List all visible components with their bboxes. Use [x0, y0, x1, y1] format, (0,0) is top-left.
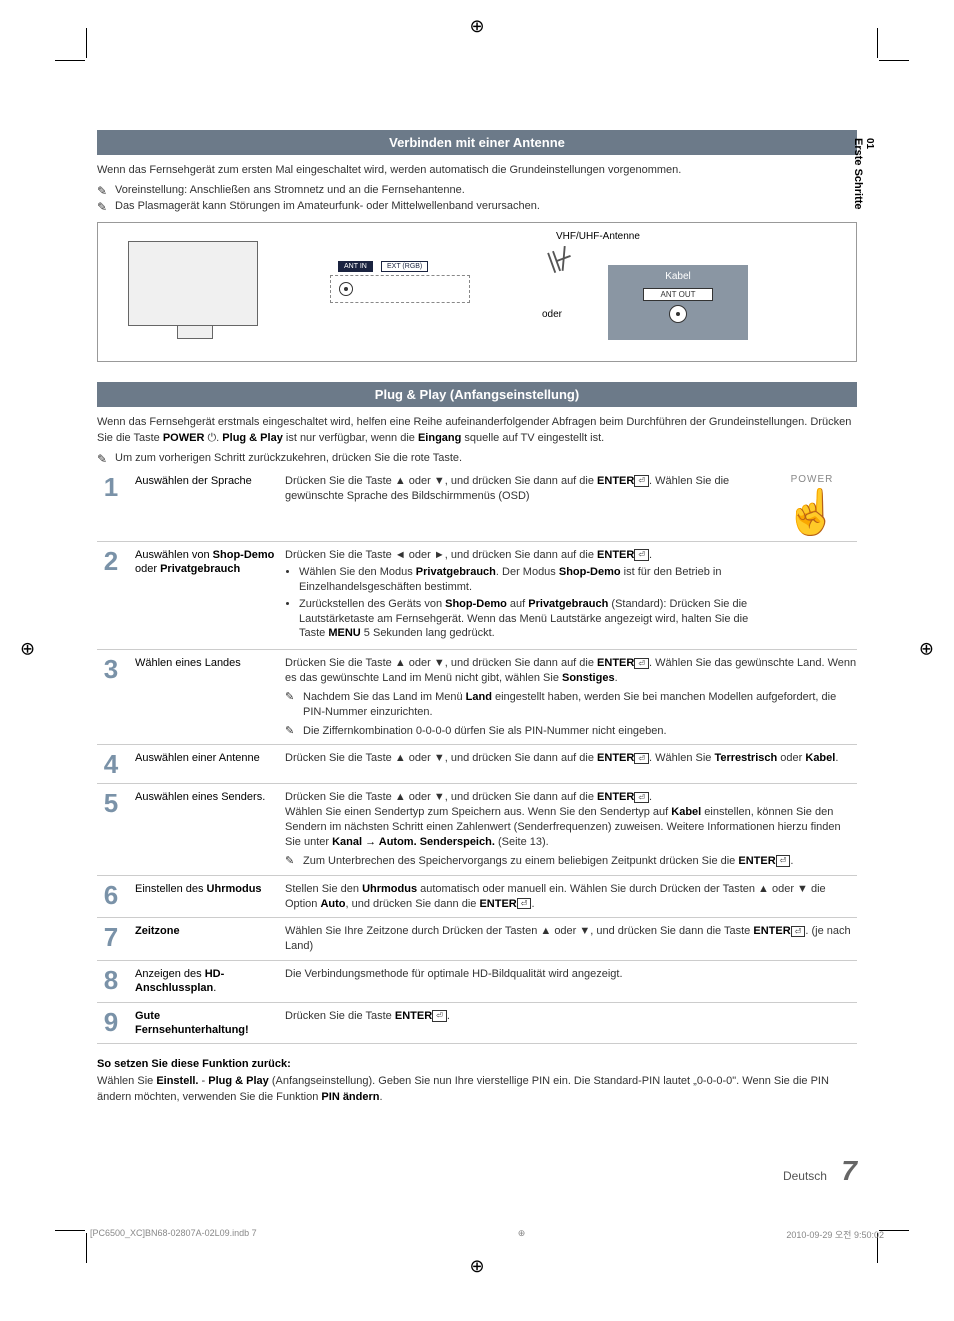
page-content: 01 Erste Schritte Verbinden mit einer An…: [97, 130, 857, 1187]
ant-in-label: ANT IN: [338, 261, 373, 272]
register-mark-right: ⊕: [919, 638, 934, 659]
step-number: 6: [97, 882, 125, 912]
step-title: Zeitzone: [135, 924, 275, 954]
cable-box: Kabel ANT OUT: [608, 265, 748, 340]
note-text: Voreinstellung: Anschließen ans Stromnet…: [115, 184, 465, 196]
step-title: Einstellen des Uhrmodus: [135, 882, 275, 912]
note-icon: ✎: [97, 184, 107, 198]
step-number: 5: [97, 790, 125, 868]
step-row: 1Auswählen der SpracheDrücken Sie die Ta…: [97, 468, 857, 542]
crop-mark: [55, 1230, 85, 1231]
crop-mark: [877, 28, 878, 58]
step-title: Auswählen der Sprache: [135, 474, 275, 535]
print-file: [PC6500_XC]BN68-02807A-02L09.indb 7: [90, 1228, 257, 1241]
step-body: Drücken Sie die Taste ▲ oder ▼, und drüc…: [285, 790, 857, 868]
side-tab-num: 01: [864, 138, 875, 204]
oder-label: oder: [542, 309, 562, 320]
step-number: 4: [97, 751, 125, 777]
step-title: Wählen eines Landes: [135, 656, 275, 738]
crop-mark: [879, 60, 909, 61]
power-column: POWER ☝: [767, 474, 857, 535]
step-number: 3: [97, 656, 125, 738]
note-line: ✎ Das Plasmagerät kann Störungen im Amat…: [97, 200, 857, 212]
step-body: Die Verbindungsmethode für optimale HD-B…: [285, 967, 857, 996]
section-header-plugplay: Plug & Play (Anfangseinstellung): [97, 382, 857, 407]
step-row: 6 Einstellen des Uhrmodus Stellen Sie den …: [97, 876, 857, 919]
page-footer: Deutsch 7: [97, 1155, 857, 1187]
step-row: 2Auswählen von Shop-Demo oder Privatgebr…: [97, 542, 857, 650]
step-title: Auswählen eines Senders.: [135, 790, 275, 868]
note-text: Um zum vorherigen Schritt zurückzukehren…: [115, 452, 462, 464]
step-body: Drücken Sie die Taste ▲ oder ▼, und drüc…: [285, 751, 857, 777]
step-body: Drücken Sie die Taste ▲ oder ▼, und drüc…: [285, 656, 857, 738]
power-label: POWER: [767, 474, 857, 485]
footer-page-number: 7: [841, 1155, 857, 1186]
step-number: 2: [97, 548, 125, 643]
step-number: 7: [97, 924, 125, 954]
register-mark-left: ⊕: [20, 638, 35, 659]
register-mark-bottom: ⊕: [469, 1256, 484, 1277]
power-glyph: ⏻: [207, 432, 216, 444]
step-title: Gute Fernsehunterhaltung!: [135, 1009, 275, 1038]
power-column-spacer: [767, 548, 857, 643]
text: ist nur verfügbar, wenn die: [283, 432, 418, 444]
coax-icon: [669, 305, 687, 323]
coax-icon: [339, 282, 353, 296]
register-mark-top: ⊕: [469, 16, 484, 37]
step-number: 9: [97, 1009, 125, 1038]
section-header-antenna: Verbinden mit einer Antenne: [97, 130, 857, 155]
ant-out-label: ANT OUT: [643, 288, 713, 301]
step-row: 3Wählen eines LandesDrücken Sie die Tast…: [97, 650, 857, 745]
plugplay-intro: Wenn das Fernsehgerät erstmals eingescha…: [97, 415, 857, 446]
antenna-icon: ⊮: [543, 240, 580, 282]
step-title: Auswählen einer Antenne: [135, 751, 275, 777]
text-bold: POWER: [163, 432, 205, 444]
side-tab-label: Erste Schritte: [852, 138, 864, 210]
register-mark-bottom-center: ⊕: [518, 1228, 526, 1241]
note-icon: ✎: [97, 200, 107, 214]
print-timestamp: 2010-09-29 오전 9:50:02: [786, 1228, 884, 1241]
note-line: ✎ Voreinstellung: Anschließen ans Stromn…: [97, 184, 857, 196]
power-hand-icon: ☝: [767, 491, 857, 535]
crop-mark: [55, 60, 85, 61]
ext-label: EXT (RGB): [381, 261, 428, 272]
step-title: Auswählen von Shop-Demo oder Privatgebra…: [135, 548, 275, 643]
note-text: Das Plasmagerät kann Störungen im Amateu…: [115, 200, 540, 212]
note-icon: ✎: [97, 452, 107, 466]
step-row: 9 Gute Fernsehunterhaltung! Drücken Sie di…: [97, 1003, 857, 1045]
step-body: Drücken Sie die Taste ◄ oder ►, und drüc…: [285, 548, 757, 643]
print-footer: [PC6500_XC]BN68-02807A-02L09.indb 7 ⊕ 20…: [90, 1228, 884, 1241]
text-bold: Plug & Play: [222, 432, 283, 444]
step-row: 8 Anzeigen des HD-Anschlussplan. Die Verbi…: [97, 961, 857, 1003]
crop-mark: [86, 28, 87, 58]
vhf-label: VHF/UHF-Antenne: [556, 231, 640, 242]
steps-table: 1Auswählen der SpracheDrücken Sie die Ta…: [97, 468, 857, 1044]
step-number: 1: [97, 474, 125, 535]
crop-mark: [86, 1233, 87, 1263]
connector-panel: [330, 275, 470, 303]
note-line: ✎ Um zum vorherigen Schritt zurückzukehr…: [97, 452, 857, 464]
step-number: 8: [97, 967, 125, 996]
reset-body: Wählen Sie Einstell. - Plug & Play (Anfa…: [97, 1074, 857, 1105]
text-bold: Eingang: [418, 432, 461, 444]
step-body: Drücken Sie die Taste ▲ oder ▼, und drüc…: [285, 474, 757, 535]
antenna-diagram: ANT IN EXT (RGB) VHF/UHF-Antenne ⊮ oder …: [97, 222, 857, 362]
tv-outline: [128, 241, 258, 326]
step-body: Wählen Sie Ihre Zeitzone durch Drücken d…: [285, 924, 857, 954]
intro-text: Wenn das Fernsehgerät zum ersten Mal ein…: [97, 163, 857, 178]
kabel-label: Kabel: [608, 271, 748, 282]
step-body: Stellen Sie den Uhrmodus automatisch ode…: [285, 882, 857, 912]
footer-language: Deutsch: [783, 1169, 827, 1183]
step-row: 5Auswählen eines Senders.Drücken Sie die…: [97, 784, 857, 875]
step-body: Drücken Sie die Taste ENTER⏎.: [285, 1009, 857, 1038]
step-row: 7 Zeitzone Wählen Sie Ihre Zeitzone durch …: [97, 918, 857, 961]
step-title: Anzeigen des HD-Anschlussplan.: [135, 967, 275, 996]
reset-heading: So setzen Sie diese Funktion zurück:: [97, 1058, 857, 1070]
side-tab: 01 Erste Schritte: [852, 138, 875, 210]
step-row: 4 Auswählen einer Antenne Drücken Sie die …: [97, 745, 857, 784]
text: squelle auf TV eingestellt ist.: [461, 432, 604, 444]
